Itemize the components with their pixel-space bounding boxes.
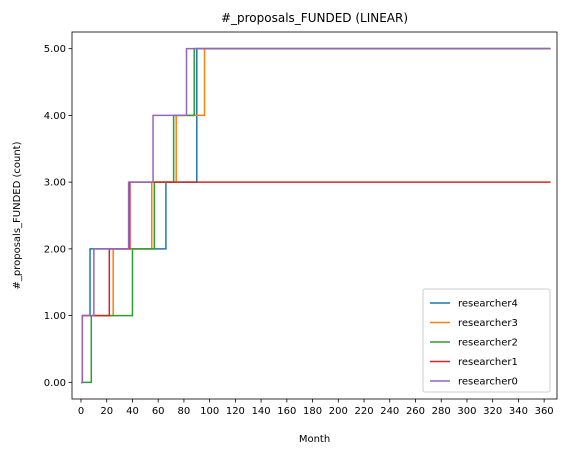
legend-label-researcher0: researcher0	[458, 377, 518, 388]
series-line-researcher0	[81, 47, 551, 384]
series-layer	[81, 47, 551, 384]
x-tick-label: 300	[457, 406, 476, 417]
x-tick-label: 200	[329, 406, 348, 417]
chart-title: #_proposals_FUNDED (LINEAR)	[221, 11, 408, 25]
plot-frame	[71, 31, 558, 400]
x-tick-label: 40	[126, 406, 139, 417]
y-tick-label: 1.00	[44, 311, 66, 322]
x-tick-label: 320	[483, 406, 502, 417]
x-tick-label: 60	[152, 406, 165, 417]
x-tick-label: 140	[252, 406, 271, 417]
x-tick-label: 360	[535, 406, 554, 417]
x-tick-label: 260	[406, 406, 425, 417]
x-tick-label: 180	[303, 406, 322, 417]
x-axis-title: Month	[299, 434, 330, 445]
x-tick-label: 160	[277, 406, 296, 417]
series-line-researcher2	[81, 47, 551, 384]
legend-label-researcher1: researcher1	[458, 357, 518, 368]
x-tick-label: 20	[100, 406, 113, 417]
x-tick-label: 340	[509, 406, 528, 417]
legend-label-researcher2: researcher2	[458, 338, 518, 349]
axes-layer: 0 20 40 60 80 100 120 140 160 180 200 220 240 260 280 3…	[44, 31, 558, 417]
legend: researcher4 researcher3 researcher2 researc…	[422, 288, 551, 393]
y-tick-label: 0.00	[44, 378, 66, 389]
legend-label-researcher4: researcher4	[458, 299, 518, 310]
y-tick-label: 3.00	[44, 178, 66, 189]
x-tick-label: 100	[200, 406, 219, 417]
x-tick-label: 120	[226, 406, 245, 417]
x-tick-label: 0	[78, 406, 84, 417]
x-tick-label: 280	[432, 406, 451, 417]
y-tick-label: 2.00	[44, 244, 66, 255]
legend-label-researcher3: researcher3	[458, 318, 518, 329]
y-tick-label: 5.00	[44, 44, 66, 55]
x-tick-label: 220	[354, 406, 373, 417]
y-axis-title: #_proposals_FUNDED (count)	[12, 141, 23, 289]
y-tick-label: 4.00	[44, 111, 66, 122]
x-tick-label: 240	[380, 406, 399, 417]
legend-box	[422, 288, 551, 393]
x-tick-label: 80	[178, 406, 191, 417]
